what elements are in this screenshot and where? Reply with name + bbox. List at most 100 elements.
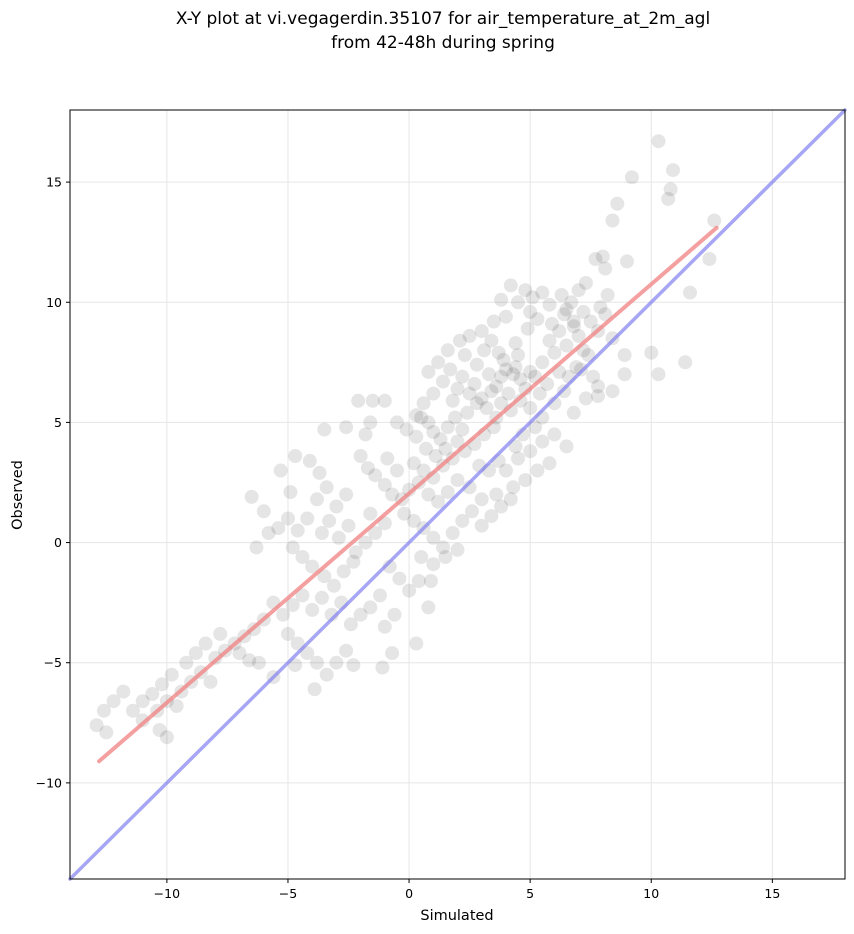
data-point: [353, 607, 368, 622]
data-point: [552, 324, 567, 339]
data-point: [503, 492, 518, 507]
data-point: [566, 405, 581, 420]
x-tick-label: 5: [526, 886, 534, 901]
data-point: [135, 694, 150, 709]
data-point: [409, 408, 424, 423]
data-point: [358, 535, 373, 550]
data-point: [377, 393, 392, 408]
data-point: [375, 660, 390, 675]
data-point: [508, 360, 523, 375]
data-point: [474, 324, 489, 339]
data-point: [498, 309, 513, 324]
data-point: [530, 312, 545, 327]
data-point: [203, 674, 218, 689]
data-point: [557, 307, 572, 322]
data-point: [256, 504, 271, 519]
data-point: [302, 453, 317, 468]
data-point: [540, 377, 555, 391]
data-point: [339, 420, 354, 435]
data-point: [341, 518, 356, 533]
data-point: [559, 338, 574, 353]
data-point: [542, 297, 557, 312]
x-axis-ticks: −10 −5 0 5 10 15: [154, 879, 780, 901]
data-point: [402, 482, 417, 497]
y-tick-label: −10: [36, 775, 62, 790]
data-point: [436, 374, 450, 389]
data-point: [523, 444, 538, 459]
data-point: [433, 432, 448, 447]
chart-title-line1: X-Y plot at vi.vegagerdin.35107 for air_…: [176, 9, 710, 29]
data-point: [411, 574, 426, 588]
data-point: [462, 386, 477, 401]
data-point: [600, 288, 615, 302]
data-point: [455, 369, 470, 384]
x-axis-label: Simulated: [420, 908, 493, 924]
data-point: [559, 302, 574, 317]
data-point: [421, 487, 436, 502]
data-point: [317, 569, 332, 584]
data-point: [96, 703, 111, 718]
data-point: [448, 410, 463, 425]
chart-title-line2: from 42-48h during spring: [331, 33, 555, 53]
data-point: [385, 487, 400, 502]
data-point: [423, 574, 438, 588]
data-point: [307, 682, 322, 697]
data-point: [559, 439, 574, 454]
data-point: [528, 420, 542, 435]
data-point: [290, 636, 305, 651]
data-point: [397, 506, 412, 521]
data-point: [440, 420, 455, 435]
data-point: [242, 653, 257, 668]
data-point: [351, 393, 366, 408]
data-point: [474, 492, 489, 507]
data-point: [387, 607, 402, 622]
data-point: [547, 345, 562, 360]
x-tick-label: 10: [643, 886, 659, 901]
data-point: [116, 684, 131, 699]
data-point: [406, 513, 421, 528]
data-point: [380, 451, 395, 466]
data-point: [523, 304, 538, 319]
data-point: [494, 499, 509, 514]
data-point: [399, 422, 414, 437]
data-point: [188, 646, 203, 661]
data-point: [440, 485, 455, 500]
data-point: [419, 441, 433, 456]
data-points: [89, 134, 722, 745]
data-point: [305, 602, 320, 617]
y-tick-label: 10: [46, 295, 62, 310]
data-point: [484, 509, 499, 524]
data-point: [426, 425, 441, 439]
y-axis-ticks: −10 −5 0 5 10 15: [36, 175, 70, 790]
data-point: [644, 345, 659, 360]
data-point: [327, 578, 341, 593]
data-point: [428, 449, 443, 463]
data-point: [535, 285, 550, 300]
data-point: [368, 468, 383, 483]
data-point: [273, 463, 288, 478]
data-point: [295, 588, 310, 603]
data-point: [373, 588, 387, 603]
data-point: [598, 307, 613, 322]
data-point: [438, 550, 453, 564]
data-point: [494, 369, 509, 384]
data-point: [445, 393, 460, 408]
data-point: [469, 357, 484, 372]
data-point: [312, 465, 327, 480]
data-point: [416, 396, 431, 411]
data-point: [707, 213, 722, 228]
data-point: [498, 463, 513, 478]
data-point: [322, 513, 337, 528]
data-point: [479, 401, 494, 415]
data-point: [486, 314, 501, 329]
data-point: [595, 249, 610, 264]
data-point: [390, 415, 404, 430]
data-point: [513, 372, 528, 387]
data-point: [569, 360, 584, 375]
data-point: [511, 348, 525, 363]
data-point: [300, 511, 315, 526]
data-point: [651, 134, 666, 149]
data-point: [426, 557, 441, 572]
data-point: [310, 492, 324, 507]
data-point: [617, 367, 632, 382]
